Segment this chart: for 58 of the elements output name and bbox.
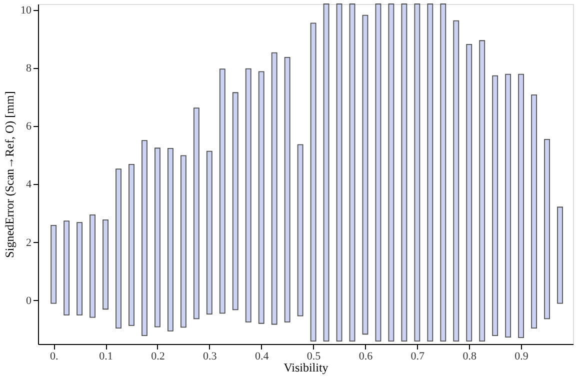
bar [518, 74, 524, 338]
x-axis-title: Visibility [284, 360, 328, 374]
bar [427, 4, 434, 342]
bar [180, 155, 186, 328]
x-tick-label: 0.6 [358, 350, 374, 362]
bar [492, 75, 498, 336]
x-tick-label: 0.7 [410, 350, 426, 362]
bar [297, 144, 304, 316]
y-axis-title: SignedError (Scan→Ref, O) [mm] [2, 91, 16, 258]
x-tick-label: 0.3 [203, 350, 218, 362]
bar [258, 71, 264, 324]
bar [453, 20, 460, 342]
x-tick-label: 0.4 [254, 350, 270, 362]
bar [349, 4, 356, 342]
bar [362, 14, 368, 335]
bar [479, 40, 486, 342]
bar [440, 4, 446, 342]
bar [414, 4, 420, 342]
bar [154, 148, 160, 328]
y-tick-label: 6 [26, 120, 32, 133]
x-tick-label: 0. [50, 350, 58, 362]
bar [544, 138, 550, 320]
y-tick-label: 10 [20, 4, 32, 16]
bar [271, 52, 278, 325]
bar [375, 4, 382, 342]
bar [193, 108, 200, 320]
bar [90, 214, 96, 318]
x-tick-label: 0.2 [151, 350, 165, 362]
bar [50, 224, 57, 304]
bar [557, 206, 563, 304]
bar [401, 4, 408, 342]
x-tick-label: 0.1 [99, 350, 113, 362]
x-tick-label: 0.8 [462, 350, 477, 362]
y-tick-label: 0 [26, 294, 32, 307]
bar [206, 150, 212, 315]
bar [388, 4, 394, 342]
bar [116, 168, 122, 328]
y-tick-label: 8 [26, 62, 32, 74]
bar [505, 74, 512, 338]
bar [76, 222, 83, 316]
bar [336, 4, 342, 342]
bar [102, 219, 108, 310]
bar [232, 92, 238, 310]
bar [128, 164, 134, 326]
y-tick-label: 2 [26, 236, 32, 249]
bar [245, 68, 252, 322]
bar [64, 220, 70, 316]
x-tick-label: 0.9 [514, 350, 529, 362]
bar [310, 22, 316, 342]
bar [466, 44, 472, 342]
bar [219, 68, 226, 314]
bar [323, 4, 330, 342]
bar [142, 140, 148, 336]
bar [168, 148, 174, 332]
x-tick-label: 0.5 [306, 350, 322, 362]
bar [284, 57, 290, 322]
y-tick-label: 4 [26, 178, 32, 191]
bar [531, 94, 537, 328]
